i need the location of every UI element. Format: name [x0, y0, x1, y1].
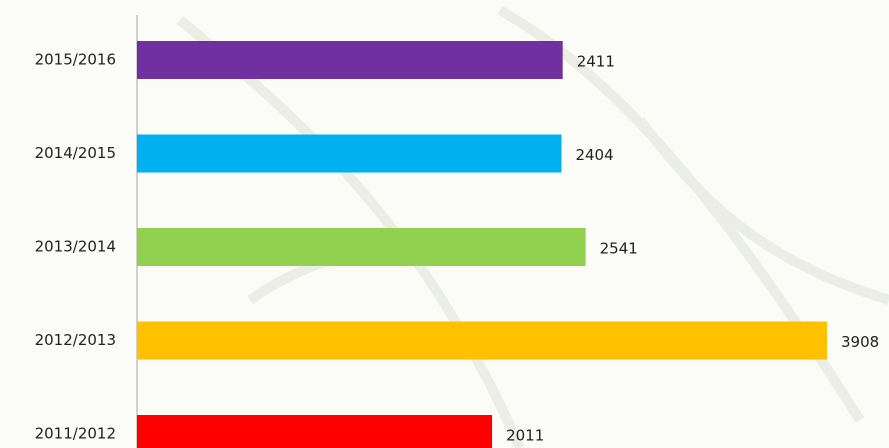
value-label: 2411 [577, 53, 615, 71]
category-label: 2013/2014 [35, 238, 116, 256]
category-label: 2014/2015 [35, 144, 116, 162]
category-label: 2015/2016 [35, 51, 116, 69]
value-label: 3908 [841, 333, 879, 351]
bar [137, 321, 827, 360]
bar [137, 41, 563, 79]
category-label: 2011/2012 [35, 425, 116, 443]
bar [137, 134, 562, 173]
category-label: 2012/2013 [35, 331, 116, 349]
value-label: 2011 [506, 427, 544, 445]
bar [137, 228, 586, 266]
bar [137, 415, 493, 448]
value-label: 2541 [600, 240, 638, 258]
value-label: 2404 [575, 146, 613, 164]
